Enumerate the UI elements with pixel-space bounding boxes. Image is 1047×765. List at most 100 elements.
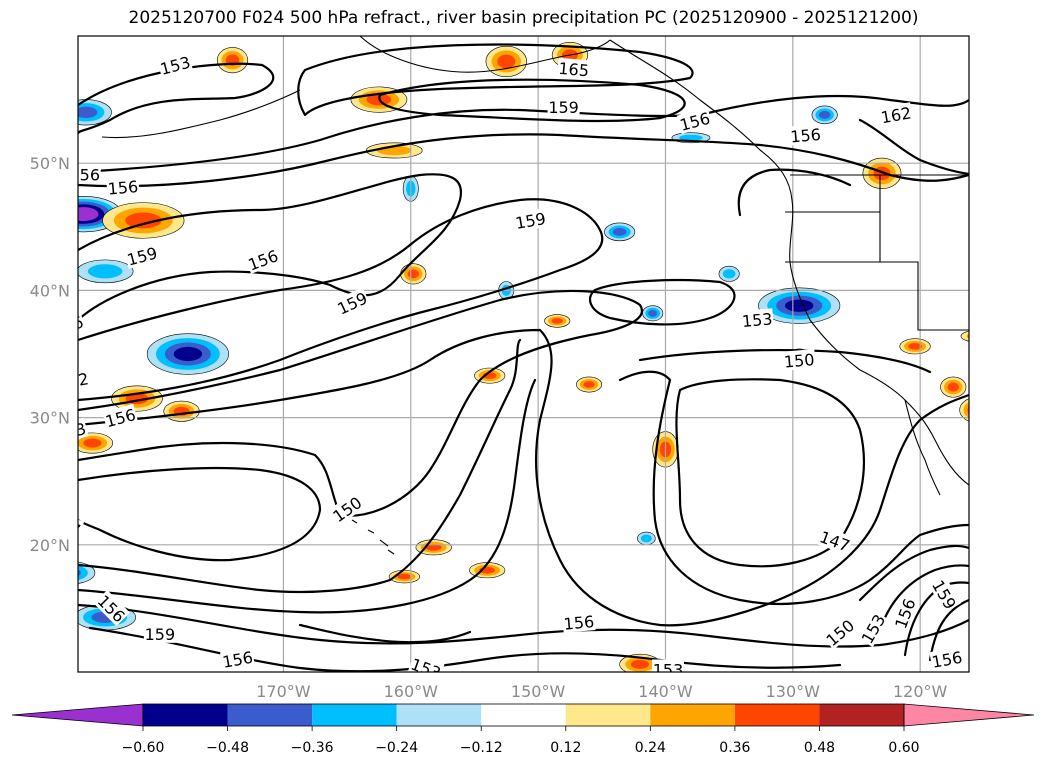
precip-blob — [87, 264, 123, 279]
colorbar-extend-high — [903, 703, 1035, 727]
colorbar-segment — [650, 704, 735, 726]
contour-label-bg — [102, 403, 139, 431]
contour-label-text: 153 — [54, 419, 88, 445]
precip-blob — [78, 106, 98, 118]
colorbar-tick-label: −0.24 — [375, 740, 418, 756]
contour-label-text: 156 — [51, 312, 86, 340]
contour-label-bg — [547, 97, 580, 117]
lon-tick-label: 140°W — [638, 682, 693, 701]
axis-tick-labels: 170°W 160°W 150°W 140°W 130°W 120°W 20°N 30°N 40… — [30, 154, 948, 701]
contour-label-bg — [816, 526, 854, 555]
contour-line — [858, 118, 969, 176]
precip-blob — [83, 438, 102, 448]
precip-blob — [1012, 582, 1045, 604]
lon-tick-label: 160°W — [384, 682, 439, 701]
precip-blob — [988, 484, 1036, 520]
contour-line — [588, 278, 736, 326]
precip-blob — [966, 333, 969, 339]
contour-label-bg — [407, 653, 445, 672]
map-frame — [77, 35, 970, 673]
precip-blob — [497, 54, 516, 69]
precip-blob — [78, 565, 88, 581]
precip-blob — [972, 333, 990, 339]
precip-blob — [995, 489, 1030, 515]
contour-label: 150 — [782, 349, 816, 372]
contour-label-text: 147 — [48, 512, 83, 540]
contour-label-bg — [512, 207, 548, 233]
contour-label-bg — [157, 51, 193, 79]
colorbar-tick-label: −0.12 — [460, 740, 503, 756]
contour-label-bg — [856, 609, 889, 648]
coastline-baja — [904, 399, 941, 496]
precip-blob — [78, 209, 93, 219]
contour-label-text: 156 — [107, 177, 139, 199]
precip-blob — [1018, 586, 1038, 600]
contour-label-text: 165 — [558, 59, 590, 81]
contour-label-bg — [244, 245, 282, 274]
contour-label-bg — [93, 590, 130, 627]
contour-label-text: 162 — [57, 369, 90, 393]
colorbar-segment — [227, 704, 313, 726]
colorbar-tick-label: 0.48 — [804, 740, 835, 756]
colorbar-segment — [565, 704, 651, 726]
precip-blob — [630, 659, 650, 669]
contour-label: 165 — [557, 57, 591, 81]
lon-tick-label: 170°W — [256, 682, 311, 701]
colorbar-extend-low — [11, 703, 144, 727]
contour-label-bg — [782, 349, 816, 371]
contour-label: 156 — [78, 164, 101, 185]
contour-label-bg — [740, 308, 774, 331]
contour-label: 156 — [562, 611, 596, 634]
contour-label-text: 159 — [548, 98, 579, 117]
contour-label-bg — [676, 107, 713, 135]
colorbar-segment — [396, 704, 482, 726]
aleutian-chain — [101, 89, 301, 139]
contour-label-text: 159 — [145, 625, 176, 644]
contour-label: 162 — [40, 619, 65, 654]
contour-label: 162 — [57, 368, 91, 393]
contour-label-bg — [78, 368, 91, 393]
precip-blob — [648, 309, 658, 317]
contour-label: 156 — [106, 176, 140, 199]
precip-blob — [971, 406, 983, 415]
precip-blob — [679, 134, 703, 141]
contour-label: 159 — [928, 575, 962, 613]
lat-tick-label: 20°N — [30, 536, 70, 555]
contour-line — [638, 348, 932, 374]
contour-label-bg — [106, 176, 140, 198]
colorbar-tick-label: 0.24 — [635, 740, 666, 756]
contour-line — [78, 328, 969, 627]
contour-label: 156 — [102, 403, 139, 431]
colorbar-tick-label: 0.60 — [888, 740, 919, 756]
precip-blob — [78, 569, 81, 577]
precip-blob — [612, 227, 627, 236]
lat-tick-label: 30°N — [30, 409, 70, 428]
coastlines — [101, 36, 969, 555]
chart-title: 2025120700 F024 500 hPa refract., river … — [128, 8, 919, 28]
lat-tick-label: 40°N — [30, 281, 70, 300]
colorbar: −0.60 −0.48 −0.36 −0.24 −0.12 0.12 0.24 0.36 0.4… — [11, 703, 1035, 756]
contour-label-bg — [143, 623, 176, 643]
colorbar-segment — [312, 704, 397, 726]
precip-blob — [640, 534, 652, 543]
contour-line — [78, 133, 969, 188]
contour-label: 153 — [652, 659, 685, 672]
precip-blob — [173, 346, 203, 362]
colorbar-tick-label: −0.60 — [122, 740, 165, 756]
precip-blob — [981, 479, 1042, 525]
contour-label-text: 162 — [0, 232, 6, 265]
precip-blob — [425, 543, 442, 551]
contour-label-text: 156 — [790, 125, 822, 147]
precip-blob — [785, 299, 814, 312]
contour-label: 162 — [0, 231, 6, 266]
colorbar-segment — [734, 704, 820, 726]
contour-label-text: 156 — [563, 612, 595, 634]
precip-blob — [722, 269, 736, 279]
contour-line — [878, 564, 969, 632]
contour-label: 159 — [143, 623, 176, 644]
border-states — [785, 175, 969, 331]
colorbar-tick-label: −0.36 — [291, 740, 334, 756]
precip-blob — [960, 330, 969, 342]
contour-line — [378, 78, 686, 123]
